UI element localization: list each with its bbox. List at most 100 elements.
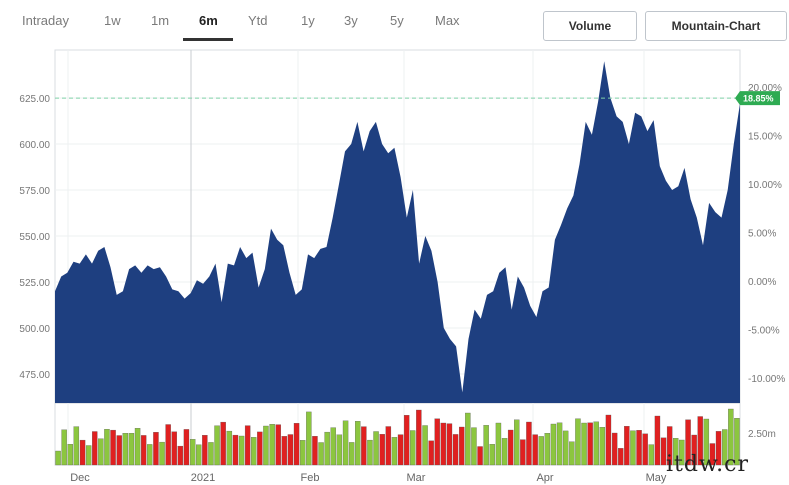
volume-bar: [483, 425, 489, 466]
volume-bar: [416, 409, 422, 466]
volume-bar: [562, 430, 569, 466]
volume-bar: [232, 434, 239, 466]
volume-bar: [330, 427, 336, 466]
volume-bar: [728, 408, 734, 466]
tab-5y[interactable]: 5y: [390, 13, 404, 28]
tab-intraday[interactable]: Intraday: [22, 13, 69, 28]
volume-bar: [104, 429, 110, 466]
volume-bar: [520, 439, 526, 466]
volume-bar: [373, 431, 379, 466]
y-tick-right: 0.00%: [748, 277, 776, 288]
volume-bar: [618, 448, 624, 466]
reference-badge-shape: [735, 91, 780, 106]
volume-bar: [722, 429, 728, 466]
volume-bar: [61, 429, 67, 466]
volume-bar: [593, 421, 599, 466]
y-tick-left: 550.00: [19, 232, 50, 243]
watermark: itdw.cr: [666, 452, 750, 477]
tab-3y[interactable]: 3y: [344, 13, 358, 28]
volume-bar: [599, 427, 606, 466]
volume-bar: [165, 424, 171, 466]
volume-bar: [355, 421, 361, 466]
volume-bar: [147, 444, 153, 466]
volume-bar: [367, 439, 373, 466]
volume-bar: [85, 445, 92, 466]
volume-bar: [715, 431, 722, 466]
volume-bar: [673, 438, 679, 466]
volume-bar: [318, 442, 324, 466]
volume-bar: [703, 418, 710, 466]
tab-1w[interactable]: 1w: [104, 13, 121, 28]
volume-bar: [465, 412, 471, 466]
volume-bar: [734, 418, 740, 466]
volume-bar: [361, 426, 367, 466]
volume-button[interactable]: Volume: [543, 11, 637, 41]
volume-bar: [324, 431, 330, 466]
y-tick-right: 15.00%: [748, 132, 782, 143]
volume-bar: [642, 433, 648, 466]
volume-bar: [660, 437, 667, 466]
y-tick-left: 500.00: [19, 324, 50, 335]
tab-6m[interactable]: 6m: [199, 13, 218, 28]
x-tick: 2021: [191, 472, 215, 484]
volume-bar: [514, 419, 520, 466]
y-tick-right: 20.00%: [748, 83, 782, 94]
volume-bar: [648, 444, 655, 466]
y-tick-left: 525.00: [19, 278, 50, 289]
volume-bar: [575, 418, 581, 466]
volume-bar: [153, 432, 159, 466]
volume-bar: [189, 439, 196, 466]
volume-bar: [159, 441, 165, 466]
volume-bar: [624, 426, 630, 466]
volume-bar: [446, 423, 453, 466]
tab-ytd[interactable]: Ytd: [248, 13, 268, 28]
volume-bar: [544, 433, 551, 466]
y-tick-left: 575.00: [19, 186, 50, 197]
volume-bar: [293, 423, 300, 466]
tab-1m[interactable]: 1m: [151, 13, 170, 28]
tab-1y[interactable]: 1y: [301, 13, 315, 28]
volume-bar: [636, 430, 642, 466]
volume-bar: [269, 424, 275, 466]
tab-max[interactable]: Max: [435, 13, 460, 28]
y-tick-right: -10.00%: [748, 374, 785, 385]
volume-bar: [550, 423, 557, 466]
volume-bar: [134, 428, 141, 466]
y-tick-right: 5.00%: [748, 229, 776, 240]
volume-bar: [434, 418, 440, 466]
volume-bar: [501, 438, 508, 466]
volume-bar: [79, 439, 86, 466]
volume-bar: [208, 442, 214, 466]
volume-bar: [110, 429, 116, 466]
volume-bar: [532, 434, 538, 466]
volume-bar: [666, 426, 673, 466]
volume-bar: [275, 424, 281, 466]
volume-bar: [257, 431, 263, 466]
volume-bar: [391, 437, 398, 466]
volume-bar: [605, 414, 612, 466]
y-tick-right: 10.00%: [748, 180, 782, 191]
volume-bar: [336, 434, 343, 466]
volume-bar: [214, 425, 220, 466]
volume-bar: [403, 415, 410, 466]
volume-bar: [238, 435, 245, 466]
mountain-chart-button[interactable]: Mountain-Chart: [645, 11, 787, 41]
volume-bar: [251, 437, 257, 466]
x-tick: Feb: [301, 472, 320, 484]
volume-bar: [55, 450, 61, 466]
volume-bar: [67, 444, 73, 466]
volume-bar: [348, 442, 355, 466]
volume-bar: [556, 422, 563, 466]
volume-bar: [507, 429, 514, 466]
volume-bar: [171, 431, 177, 466]
volume-bar: [379, 434, 385, 466]
timeframe-tabs: Intraday 1w 1m 6m Ytd 1y 3y 5y Max: [0, 0, 480, 41]
volume-bar: [611, 432, 618, 466]
reference-badge: 18.85%: [735, 91, 780, 106]
volume-bar: [116, 435, 122, 466]
volume-bar: [281, 436, 288, 466]
volume-bar: [287, 434, 294, 466]
x-tick: Apr: [536, 472, 553, 484]
volume-bar: [428, 440, 434, 466]
